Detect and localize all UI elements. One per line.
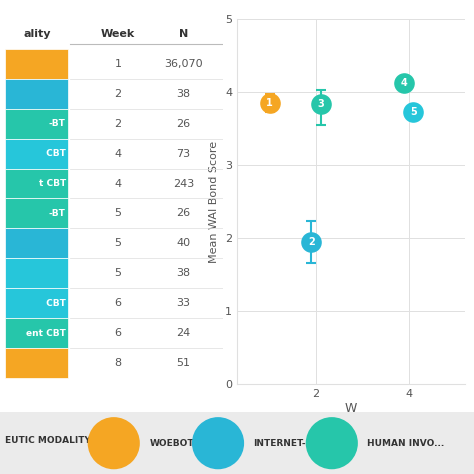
Text: -BT: -BT [49, 119, 66, 128]
Text: N: N [179, 29, 188, 39]
Text: WOEBOT: WOEBOT [149, 439, 194, 447]
Bar [5, 228, 68, 258]
Bar [5, 169, 68, 199]
Text: CBT: CBT [43, 299, 66, 308]
Point [308, 238, 315, 246]
Y-axis label: Mean WAI Bond Score: Mean WAI Bond Score [210, 140, 219, 263]
Point [317, 100, 324, 108]
Text: 2: 2 [308, 237, 315, 246]
Point [410, 109, 417, 116]
Text: 51: 51 [176, 358, 191, 368]
Text: 5: 5 [410, 108, 417, 118]
Text: 1: 1 [115, 59, 122, 69]
Text: 3: 3 [317, 100, 324, 109]
Text: INTERNET-ONLY: INTERNET-ONLY [254, 439, 332, 447]
Text: 1: 1 [266, 98, 273, 108]
Text: 2: 2 [115, 118, 122, 128]
Text: EUTIC MODALITY:: EUTIC MODALITY: [5, 436, 93, 445]
Text: 4: 4 [115, 179, 122, 189]
Text: 36,070: 36,070 [164, 59, 203, 69]
Ellipse shape [192, 417, 244, 469]
Text: 73: 73 [176, 148, 191, 159]
Text: 5: 5 [115, 209, 122, 219]
Text: HUMAN INVO...: HUMAN INVO... [367, 439, 445, 447]
Text: 26: 26 [176, 209, 191, 219]
Point [266, 99, 273, 107]
Bar [5, 49, 68, 79]
Bar [5, 199, 68, 228]
Text: 243: 243 [173, 179, 194, 189]
Text: 4: 4 [401, 78, 408, 88]
Text: 26: 26 [176, 118, 191, 128]
X-axis label: W: W [345, 401, 357, 415]
Bar [5, 348, 68, 378]
Text: t CBT: t CBT [38, 179, 66, 188]
Text: 6: 6 [115, 328, 122, 338]
Text: 5: 5 [115, 268, 122, 278]
Ellipse shape [88, 417, 140, 469]
Bar [5, 258, 68, 288]
Text: ent CBT: ent CBT [26, 328, 66, 337]
Bar [5, 138, 68, 169]
Bar [5, 109, 68, 138]
Ellipse shape [306, 417, 358, 469]
Text: 38: 38 [176, 89, 191, 99]
Point [401, 80, 408, 87]
Text: 5: 5 [115, 238, 122, 248]
Text: 38: 38 [176, 268, 191, 278]
Text: 33: 33 [176, 298, 191, 308]
Bar [5, 79, 68, 109]
Text: 6: 6 [115, 298, 122, 308]
Bar [5, 288, 68, 318]
Text: 2: 2 [115, 89, 122, 99]
Bar [5, 318, 68, 348]
Text: -BT: -BT [49, 209, 66, 218]
Text: 24: 24 [176, 328, 191, 338]
Text: 8: 8 [115, 358, 122, 368]
Text: ality: ality [24, 29, 51, 39]
Text: 4: 4 [115, 148, 122, 159]
Text: Week: Week [101, 29, 135, 39]
Text: CBT: CBT [43, 149, 66, 158]
Text: 40: 40 [176, 238, 191, 248]
